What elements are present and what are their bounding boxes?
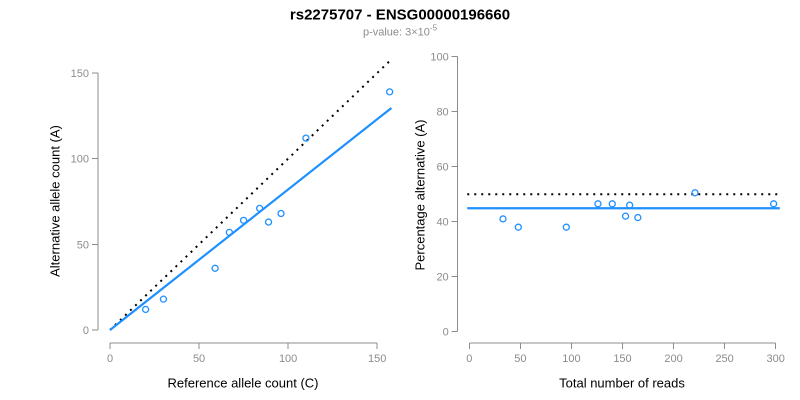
data-point	[634, 213, 642, 222]
figure-title: rs2275707 - ENSG00000196660	[289, 6, 511, 24]
data-point	[621, 212, 630, 220]
y-tick-label: 20	[436, 272, 448, 284]
identity-dotted-line	[109, 58, 393, 331]
fit-line	[109, 107, 393, 331]
left-y-axis-title: Alternative allele count (A)	[47, 125, 63, 277]
data-point	[691, 189, 699, 197]
data-point	[225, 228, 233, 236]
x-tick-label: 300	[767, 353, 785, 365]
data-point	[386, 88, 394, 96]
data-point	[594, 200, 602, 208]
x-tick-label: 0	[466, 353, 472, 365]
y-tick-label: 150	[71, 68, 89, 80]
x-tick-label: 100	[279, 353, 297, 365]
data-point	[159, 295, 168, 303]
y-tick-label: 80	[436, 107, 448, 119]
data-point	[499, 215, 507, 223]
x-tick-label: 250	[715, 353, 733, 365]
x-tick-label: 150	[368, 353, 386, 365]
y-tick-label: 40	[436, 217, 448, 229]
data-point	[514, 223, 522, 231]
data-point	[211, 264, 219, 272]
y-tick-label: 50	[77, 239, 89, 251]
pvalue-exponent: -5	[429, 23, 438, 33]
data-point	[562, 223, 570, 231]
left-x-axis-title: Reference allele count (C)	[167, 375, 319, 391]
x-tick-label: 50	[193, 353, 205, 365]
data-point	[264, 218, 273, 226]
pvalue-text: p-value: 3×10	[362, 26, 430, 39]
y-tick-label: 100	[71, 154, 89, 166]
data-point	[625, 201, 634, 209]
right-x-axis-title: Total number of reads	[559, 375, 685, 391]
data-point	[608, 200, 616, 208]
allele-counts-plot: 0 50 100 150 0 50 100 150	[71, 58, 394, 365]
x-tick-label: 200	[664, 353, 682, 365]
y-tick-label: 0	[443, 327, 449, 339]
x-tick-label: 150	[613, 353, 631, 365]
y-tick-label: 100	[430, 52, 448, 64]
x-tick-label: 100	[562, 353, 580, 365]
y-tick-label: 60	[436, 162, 448, 174]
data-point	[255, 204, 264, 213]
data-point	[302, 134, 310, 142]
y-tick-label: 0	[83, 325, 89, 337]
x-tick-label: 0	[107, 353, 113, 365]
figure-subtitle: p-value: 3×10-5	[363, 24, 437, 39]
percentage-alternative-plot: 0 20 40 60 80 100 0 50 100 150 200 250 300	[430, 52, 785, 365]
data-point	[141, 305, 150, 314]
data-point	[239, 216, 248, 224]
data-point	[769, 200, 778, 208]
right-y-axis-title: Percentage alternative (A)	[412, 119, 428, 271]
data-point	[277, 209, 285, 218]
x-tick-label: 50	[514, 353, 526, 365]
